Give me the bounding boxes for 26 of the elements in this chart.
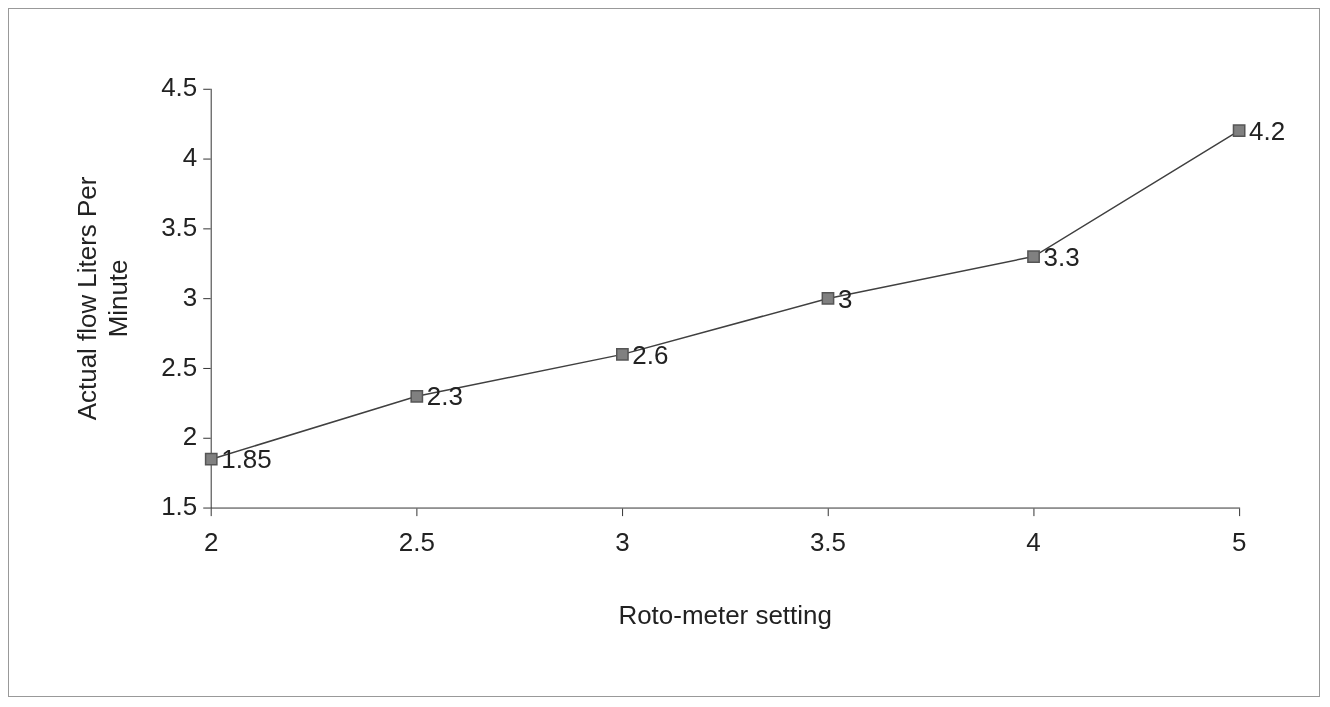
x-tick-label: 2.5 (398, 527, 435, 556)
y-tick-label: 2 (182, 422, 198, 451)
point (1232, 124, 1246, 138)
y-tick-label: 2.5 (161, 352, 198, 381)
y-tick-label: 3.5 (161, 212, 198, 241)
data-label: 3.3 (1043, 242, 1080, 271)
x-tick-label: 3.5 (809, 527, 847, 556)
x-tick-label: 2 (204, 527, 219, 556)
y-tick-label: 3 (182, 282, 198, 311)
data-label: 1.85 (221, 445, 272, 474)
y-tick-label: 1.5 (161, 492, 198, 521)
point (821, 292, 835, 305)
point (1027, 250, 1040, 263)
point (204, 452, 218, 466)
y-tick-label: 4 (182, 142, 198, 171)
data-label: 4.2 (1249, 116, 1286, 145)
point (615, 347, 629, 361)
y-axis-title: Actual flow Liters Per Minute (72, 176, 132, 421)
point (410, 389, 424, 403)
x-axis-title: Roto-meter setting (618, 600, 832, 629)
x-tick-label: 5 (1231, 527, 1247, 556)
x-tick-label: 3 (615, 527, 630, 556)
data-label: 2.6 (632, 340, 669, 369)
x-tick-label: 4 (1026, 527, 1041, 556)
data-label: 2.3 (426, 382, 463, 411)
y-tick-label: 4.5 (161, 72, 198, 101)
